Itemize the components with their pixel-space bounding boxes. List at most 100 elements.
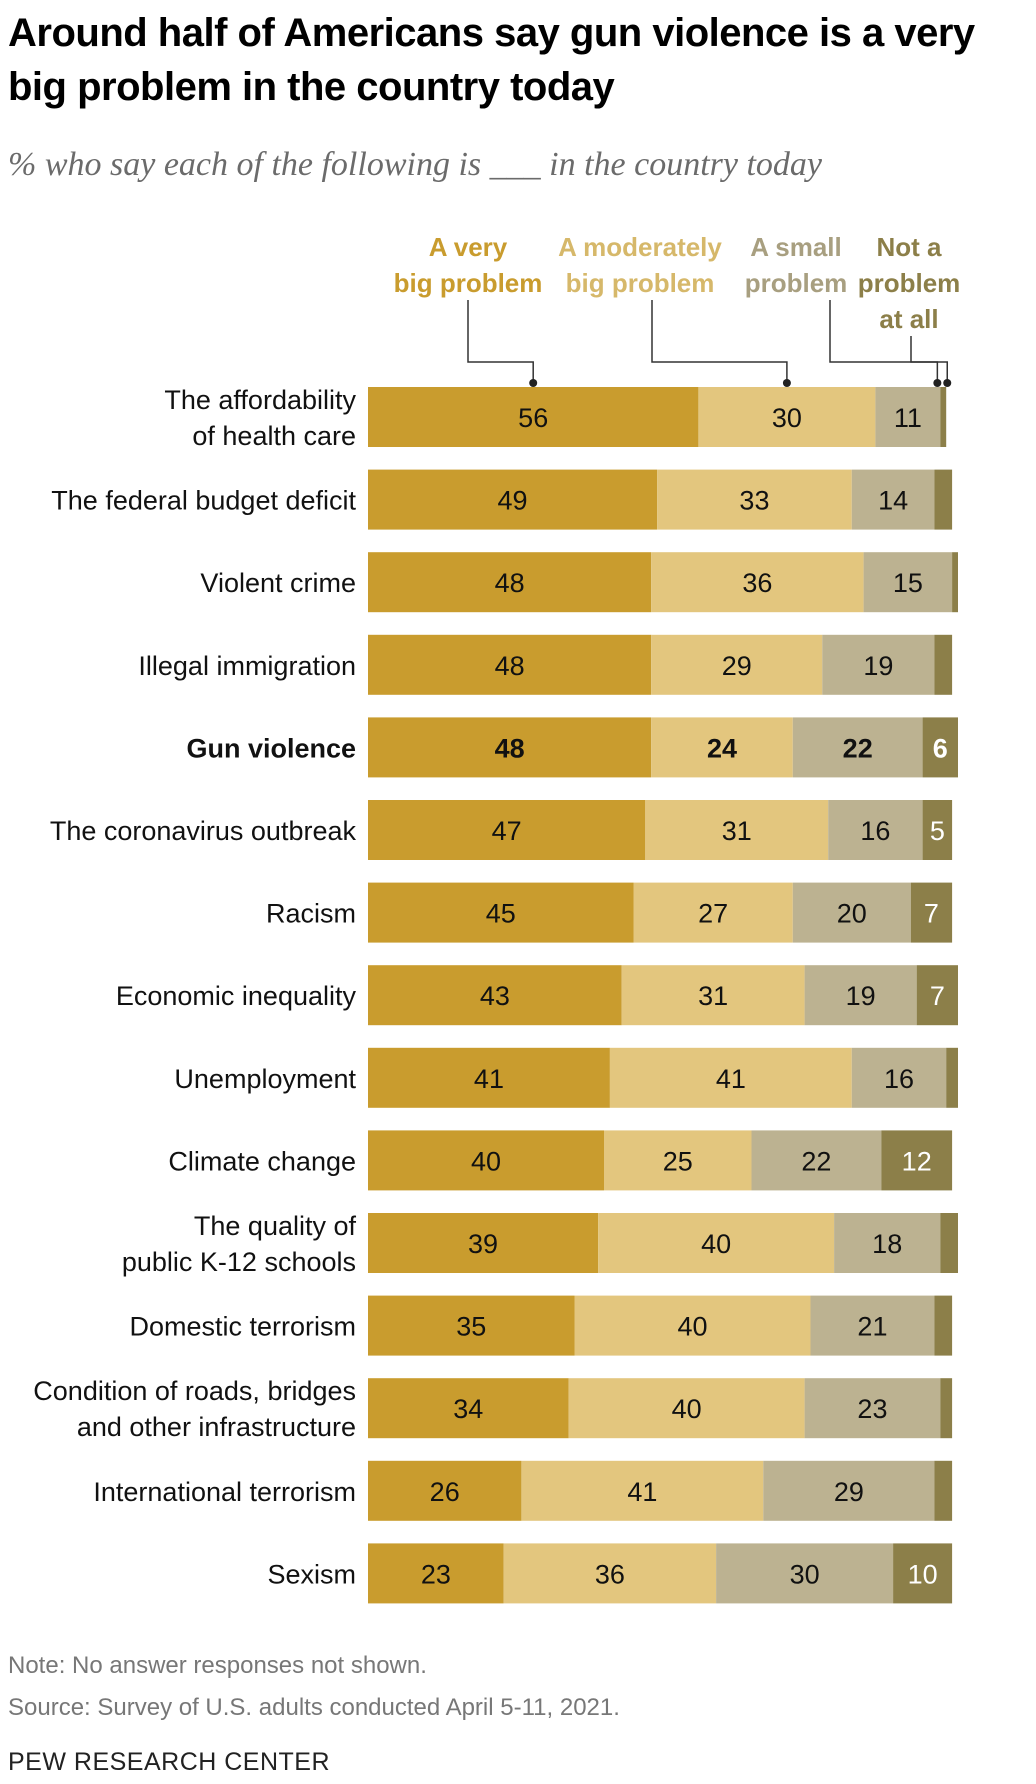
legend-leader-line-3 [829, 300, 939, 383]
bar-segment-9-2 [609, 1047, 852, 1108]
category-label-1-line-2: of health care [192, 421, 356, 451]
bar-value-label-3-1: 48 [495, 568, 525, 598]
bar-value-label-11-3: 18 [872, 1229, 902, 1259]
bar-value-label-6-2: 31 [722, 816, 752, 846]
bar-value-label-13-3: 23 [857, 1394, 887, 1424]
legend-leader-dot-4 [943, 379, 952, 387]
bar-segment-12-4 [934, 1295, 953, 1356]
bar-segment-3-2 [651, 552, 864, 613]
bar-value-label-5-3: 22 [843, 733, 873, 763]
bar-value-label-7-4: 7 [924, 899, 939, 929]
brand-logo-text: PEW RESEARCH CENTER [8, 1748, 331, 1776]
bar-segment-4-3 [822, 634, 935, 695]
category-label-13-line-2: and other infrastructure [77, 1412, 356, 1442]
bar-value-label-2-1: 49 [498, 486, 528, 516]
bar-segment-1-1 [368, 387, 699, 447]
legend-label-4-line-2: problem [858, 268, 961, 298]
bar-value-label-15-4: 10 [908, 1559, 938, 1589]
bar-segment-9-4 [946, 1047, 958, 1108]
bar-value-label-14-2: 41 [627, 1477, 657, 1507]
category-label-11-line-1: The quality of [194, 1211, 357, 1241]
bar-value-label-2-2: 33 [739, 486, 769, 516]
bar-value-label-3-2: 36 [742, 568, 772, 598]
category-label-9-line-1: Unemployment [174, 1064, 356, 1094]
bar-segment-9-1 [368, 1047, 610, 1108]
bar-segment-13-4 [940, 1378, 953, 1439]
bar-value-label-12-2: 40 [677, 1312, 707, 1342]
bar-value-label-4-2: 29 [722, 651, 752, 681]
legend-leader-line-1 [467, 300, 534, 383]
category-label-5-line-1: Gun violence [186, 733, 356, 763]
bar-value-label-10-1: 40 [471, 1146, 501, 1176]
bar-segment-7-3 [792, 882, 911, 943]
bar-segment-6-3 [828, 800, 923, 860]
bar-value-label-8-1: 43 [480, 981, 510, 1011]
bar-segment-13-3 [804, 1378, 941, 1439]
bar-segment-7-1 [368, 882, 634, 943]
bar-segment-3-1 [368, 552, 652, 613]
legend-label-3-line-2: problem [745, 268, 848, 298]
bar-segment-10-2 [604, 1130, 752, 1191]
bar-value-label-8-2: 31 [698, 981, 728, 1011]
bar-value-label-5-1: 48 [495, 733, 525, 763]
bar-segment-3-3 [863, 552, 953, 613]
bar-value-label-6-1: 47 [492, 816, 522, 846]
bar-value-label-11-2: 40 [701, 1229, 731, 1259]
legend-label-4-line-1: Not a [877, 232, 943, 262]
category-label-12-line-1: Domestic terrorism [129, 1312, 356, 1342]
bar-value-label-10-2: 25 [663, 1146, 693, 1176]
bar-segment-1-4 [940, 387, 947, 447]
bar-segment-4-2 [651, 634, 823, 695]
bar-value-label-13-1: 34 [453, 1394, 483, 1424]
bar-segment-8-1 [368, 965, 622, 1026]
bar-segment-8-3 [804, 965, 917, 1026]
bar-value-label-7-1: 45 [486, 899, 516, 929]
legend-label-1-line-1: A very [429, 232, 508, 262]
bar-segment-2-4 [934, 469, 953, 530]
bar-segment-5-2 [651, 717, 793, 778]
bar-value-label-10-3: 22 [801, 1146, 831, 1176]
bar-value-label-1-3: 11 [894, 403, 922, 433]
legend-leader-dot-3 [933, 379, 942, 387]
bar-segment-6-4 [922, 800, 953, 860]
bar-value-label-15-1: 23 [421, 1559, 451, 1589]
bar-value-label-10-4: 12 [902, 1146, 932, 1176]
bar-value-label-3-3: 15 [893, 568, 923, 598]
bar-value-label-12-3: 21 [857, 1312, 887, 1342]
bar-value-label-5-4: 6 [933, 733, 948, 763]
category-label-1-line-1: The affordability [164, 385, 356, 415]
bar-value-label-14-3: 29 [834, 1477, 864, 1507]
bar-segment-12-3 [810, 1295, 935, 1356]
bar-value-label-8-3: 19 [846, 981, 876, 1011]
chart-note: Note: No answer responses not shown. [8, 1652, 427, 1679]
bar-segment-2-2 [657, 469, 852, 530]
bar-value-label-7-2: 27 [698, 899, 728, 929]
bar-segment-15-2 [503, 1543, 717, 1604]
bar-segment-10-4 [881, 1130, 953, 1191]
bar-segment-15-3 [716, 1543, 894, 1604]
bar-segment-15-4 [893, 1543, 953, 1604]
bar-segment-11-4 [940, 1213, 958, 1273]
category-label-2-line-1: The federal budget deficit [51, 486, 356, 516]
category-label-3-line-1: Violent crime [200, 568, 356, 598]
bar-segment-6-2 [645, 800, 829, 860]
legend-label-2-line-2: big problem [566, 268, 715, 298]
category-label-7-line-1: Racism [266, 899, 356, 929]
bar-segment-5-3 [792, 717, 923, 778]
bar-value-label-6-4: 5 [930, 816, 945, 846]
legend-leader-line-2 [651, 300, 788, 383]
chart-title-line-1: Around half of Americans say gun violenc… [8, 11, 975, 55]
bar-value-label-15-3: 30 [790, 1559, 820, 1589]
bar-value-label-9-3: 16 [884, 1064, 914, 1094]
bar-segment-11-1 [368, 1213, 599, 1273]
category-label-11-line-2: public K-12 schools [122, 1247, 356, 1277]
category-label-10-line-1: Climate change [168, 1146, 356, 1176]
bar-value-label-4-1: 48 [495, 651, 525, 681]
category-label-6-line-1: The coronavirus outbreak [50, 816, 357, 846]
bar-segment-1-2 [698, 387, 876, 447]
bar-value-label-7-3: 20 [837, 899, 867, 929]
legend-label-3-line-1: A small [750, 232, 842, 262]
bar-value-label-11-1: 39 [468, 1229, 498, 1259]
legend-label-1-line-2: big problem [394, 268, 543, 298]
bar-segment-1-3 [875, 387, 941, 447]
